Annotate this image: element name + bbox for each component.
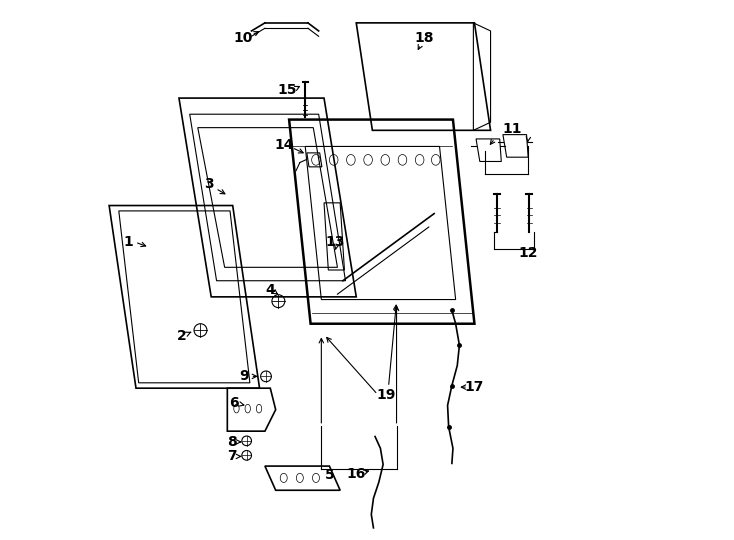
Text: 8: 8	[227, 435, 236, 449]
Text: 18: 18	[415, 31, 435, 45]
Text: 1: 1	[123, 235, 133, 249]
Text: 11: 11	[502, 122, 522, 136]
Text: 14: 14	[274, 138, 294, 152]
Text: 10: 10	[233, 31, 253, 45]
Text: 7: 7	[227, 449, 236, 463]
Text: 15: 15	[277, 83, 297, 97]
Text: 4: 4	[266, 283, 275, 297]
Text: 17: 17	[465, 380, 484, 394]
Text: 2: 2	[177, 328, 186, 342]
Text: 6: 6	[229, 396, 239, 410]
Text: 19: 19	[376, 388, 396, 402]
Text: 13: 13	[325, 234, 344, 248]
Text: 5: 5	[324, 468, 334, 482]
Text: 9: 9	[240, 369, 250, 383]
Text: 12: 12	[518, 246, 538, 260]
Text: 16: 16	[346, 467, 366, 481]
Text: 3: 3	[204, 177, 214, 191]
